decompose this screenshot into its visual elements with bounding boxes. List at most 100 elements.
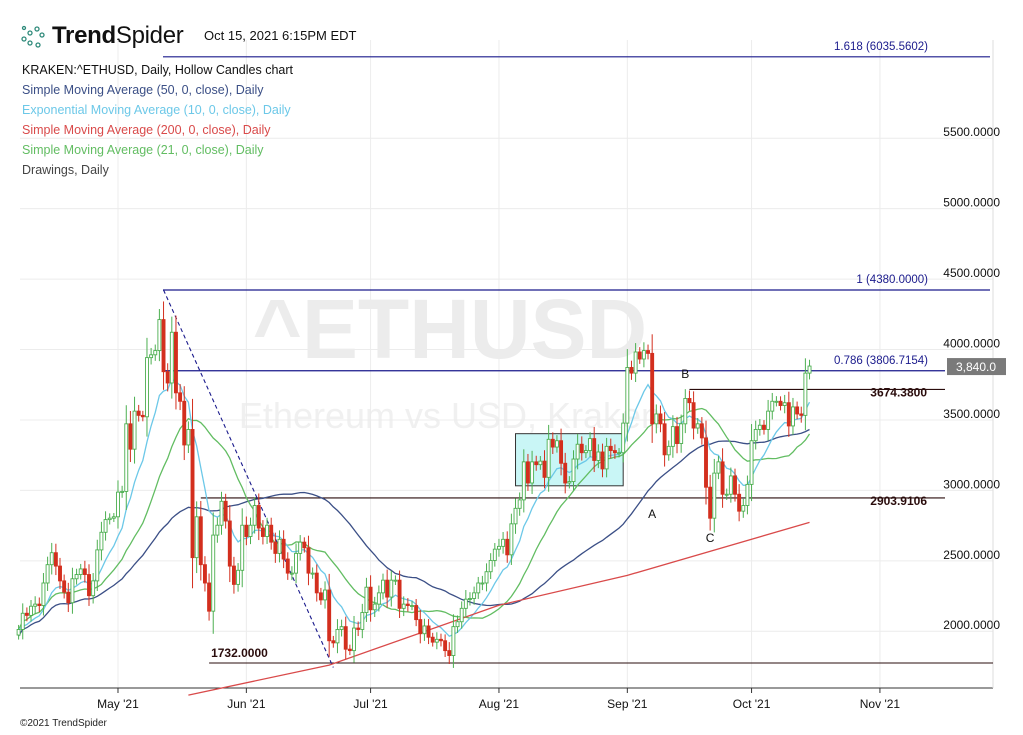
candle-body	[120, 490, 125, 493]
legend-item[interactable]: Exponential Moving Average (10, 0, close…	[22, 103, 291, 117]
candle-body	[24, 612, 29, 616]
candle-body	[364, 586, 369, 614]
candle-body	[41, 582, 46, 606]
fib-label: 0.786 (3806.7154)	[834, 355, 928, 367]
candle-body	[302, 541, 307, 549]
candle-body	[136, 410, 141, 416]
candle-body	[310, 572, 315, 575]
candle-body	[757, 424, 762, 430]
candle-body	[488, 560, 493, 573]
candle-body	[111, 516, 116, 519]
candle-body	[198, 516, 203, 566]
candle-body	[323, 589, 327, 601]
candle-body	[372, 603, 377, 611]
candle-body	[219, 500, 224, 526]
candle-body	[327, 589, 332, 642]
x-tick-label: May '21	[97, 697, 139, 711]
candle-body	[778, 400, 783, 406]
x-tick-label: Nov '21	[860, 697, 901, 711]
candle-body	[82, 568, 87, 575]
candle-body	[78, 568, 83, 575]
candle-body	[687, 398, 692, 404]
candle-body	[600, 451, 605, 470]
candle-body	[331, 640, 336, 644]
candle-body	[583, 450, 588, 454]
candle-body	[596, 451, 601, 461]
candle-body	[509, 523, 514, 556]
candle-body	[666, 445, 671, 456]
candle-body	[368, 586, 373, 611]
candle-body	[745, 483, 750, 506]
candle-body	[476, 582, 481, 594]
candle-body	[546, 438, 551, 478]
legend-item[interactable]: Drawings, Daily	[22, 163, 109, 177]
candle-body	[683, 398, 688, 425]
candle-body	[513, 507, 518, 525]
candle-body	[538, 460, 543, 466]
candle-body	[140, 414, 145, 418]
candle-body	[186, 429, 191, 446]
y-tick-label: 5500.0000	[943, 125, 1000, 139]
candle-body	[194, 516, 199, 559]
candle-body	[563, 462, 568, 484]
candle-body	[343, 626, 348, 650]
candle-body	[49, 552, 54, 566]
candle-body	[256, 505, 261, 529]
y-tick-label: 3000.0000	[943, 477, 1000, 491]
candle-body	[658, 413, 663, 425]
candle-body	[401, 603, 406, 609]
x-tick-label: Oct '21	[733, 697, 771, 711]
candle-body	[318, 592, 323, 601]
candle-body	[376, 592, 381, 605]
candle-body	[484, 571, 489, 584]
y-tick-label: 5000.0000	[943, 196, 1000, 210]
legend-item[interactable]: Simple Moving Average (50, 0, close), Da…	[22, 83, 264, 97]
candle-body	[799, 413, 804, 416]
candle-body	[149, 354, 154, 359]
candle-body	[335, 629, 340, 644]
candle-body	[174, 331, 178, 394]
trendspider-logo: TrendSpider	[20, 22, 184, 50]
symbol-line: KRAKEN:^ETHUSD, Daily, Hollow Candles ch…	[22, 63, 293, 77]
copyright: ©2021 TrendSpider	[20, 718, 107, 729]
candle-body	[637, 351, 642, 360]
candle-body	[248, 524, 253, 537]
candle-body	[588, 438, 593, 452]
candle-body	[422, 625, 427, 635]
candle-body	[480, 582, 485, 585]
candle-body	[741, 505, 746, 512]
y-tick-label: 2000.0000	[943, 618, 1000, 632]
brand-name: TrendSpider	[52, 22, 184, 49]
candle-body	[215, 524, 220, 536]
candle-body	[468, 598, 472, 600]
candle-body	[571, 458, 576, 483]
candle-body	[641, 350, 646, 360]
candle-body	[592, 438, 597, 461]
candle-body	[430, 636, 435, 643]
candle-body	[260, 527, 265, 537]
y-tick-label: 4000.0000	[943, 337, 1000, 351]
legend-item[interactable]: Simple Moving Average (200, 0, close), D…	[22, 123, 271, 137]
candle-body	[629, 367, 634, 374]
candle-body	[567, 481, 572, 484]
candle-body	[459, 607, 464, 623]
candle-body	[550, 438, 555, 448]
y-tick-label: 3500.0000	[943, 407, 1000, 421]
candle-body	[58, 565, 62, 582]
candle-body	[604, 445, 609, 470]
candle-body	[294, 552, 298, 574]
candle-body	[339, 626, 344, 630]
point-label-a: A	[648, 507, 656, 521]
candle-body	[169, 331, 174, 384]
candle-body	[347, 648, 352, 652]
candle-body	[381, 579, 385, 594]
candle-body	[314, 572, 319, 594]
trendline	[163, 289, 334, 668]
candle-body	[762, 424, 766, 430]
candle-body	[227, 520, 232, 567]
candle-body	[116, 491, 120, 518]
y-tick-label: 4500.0000	[943, 266, 1000, 280]
legend-item[interactable]: Simple Moving Average (21, 0, close), Da…	[22, 143, 264, 157]
y-tick-label: 2500.0000	[943, 548, 1000, 562]
